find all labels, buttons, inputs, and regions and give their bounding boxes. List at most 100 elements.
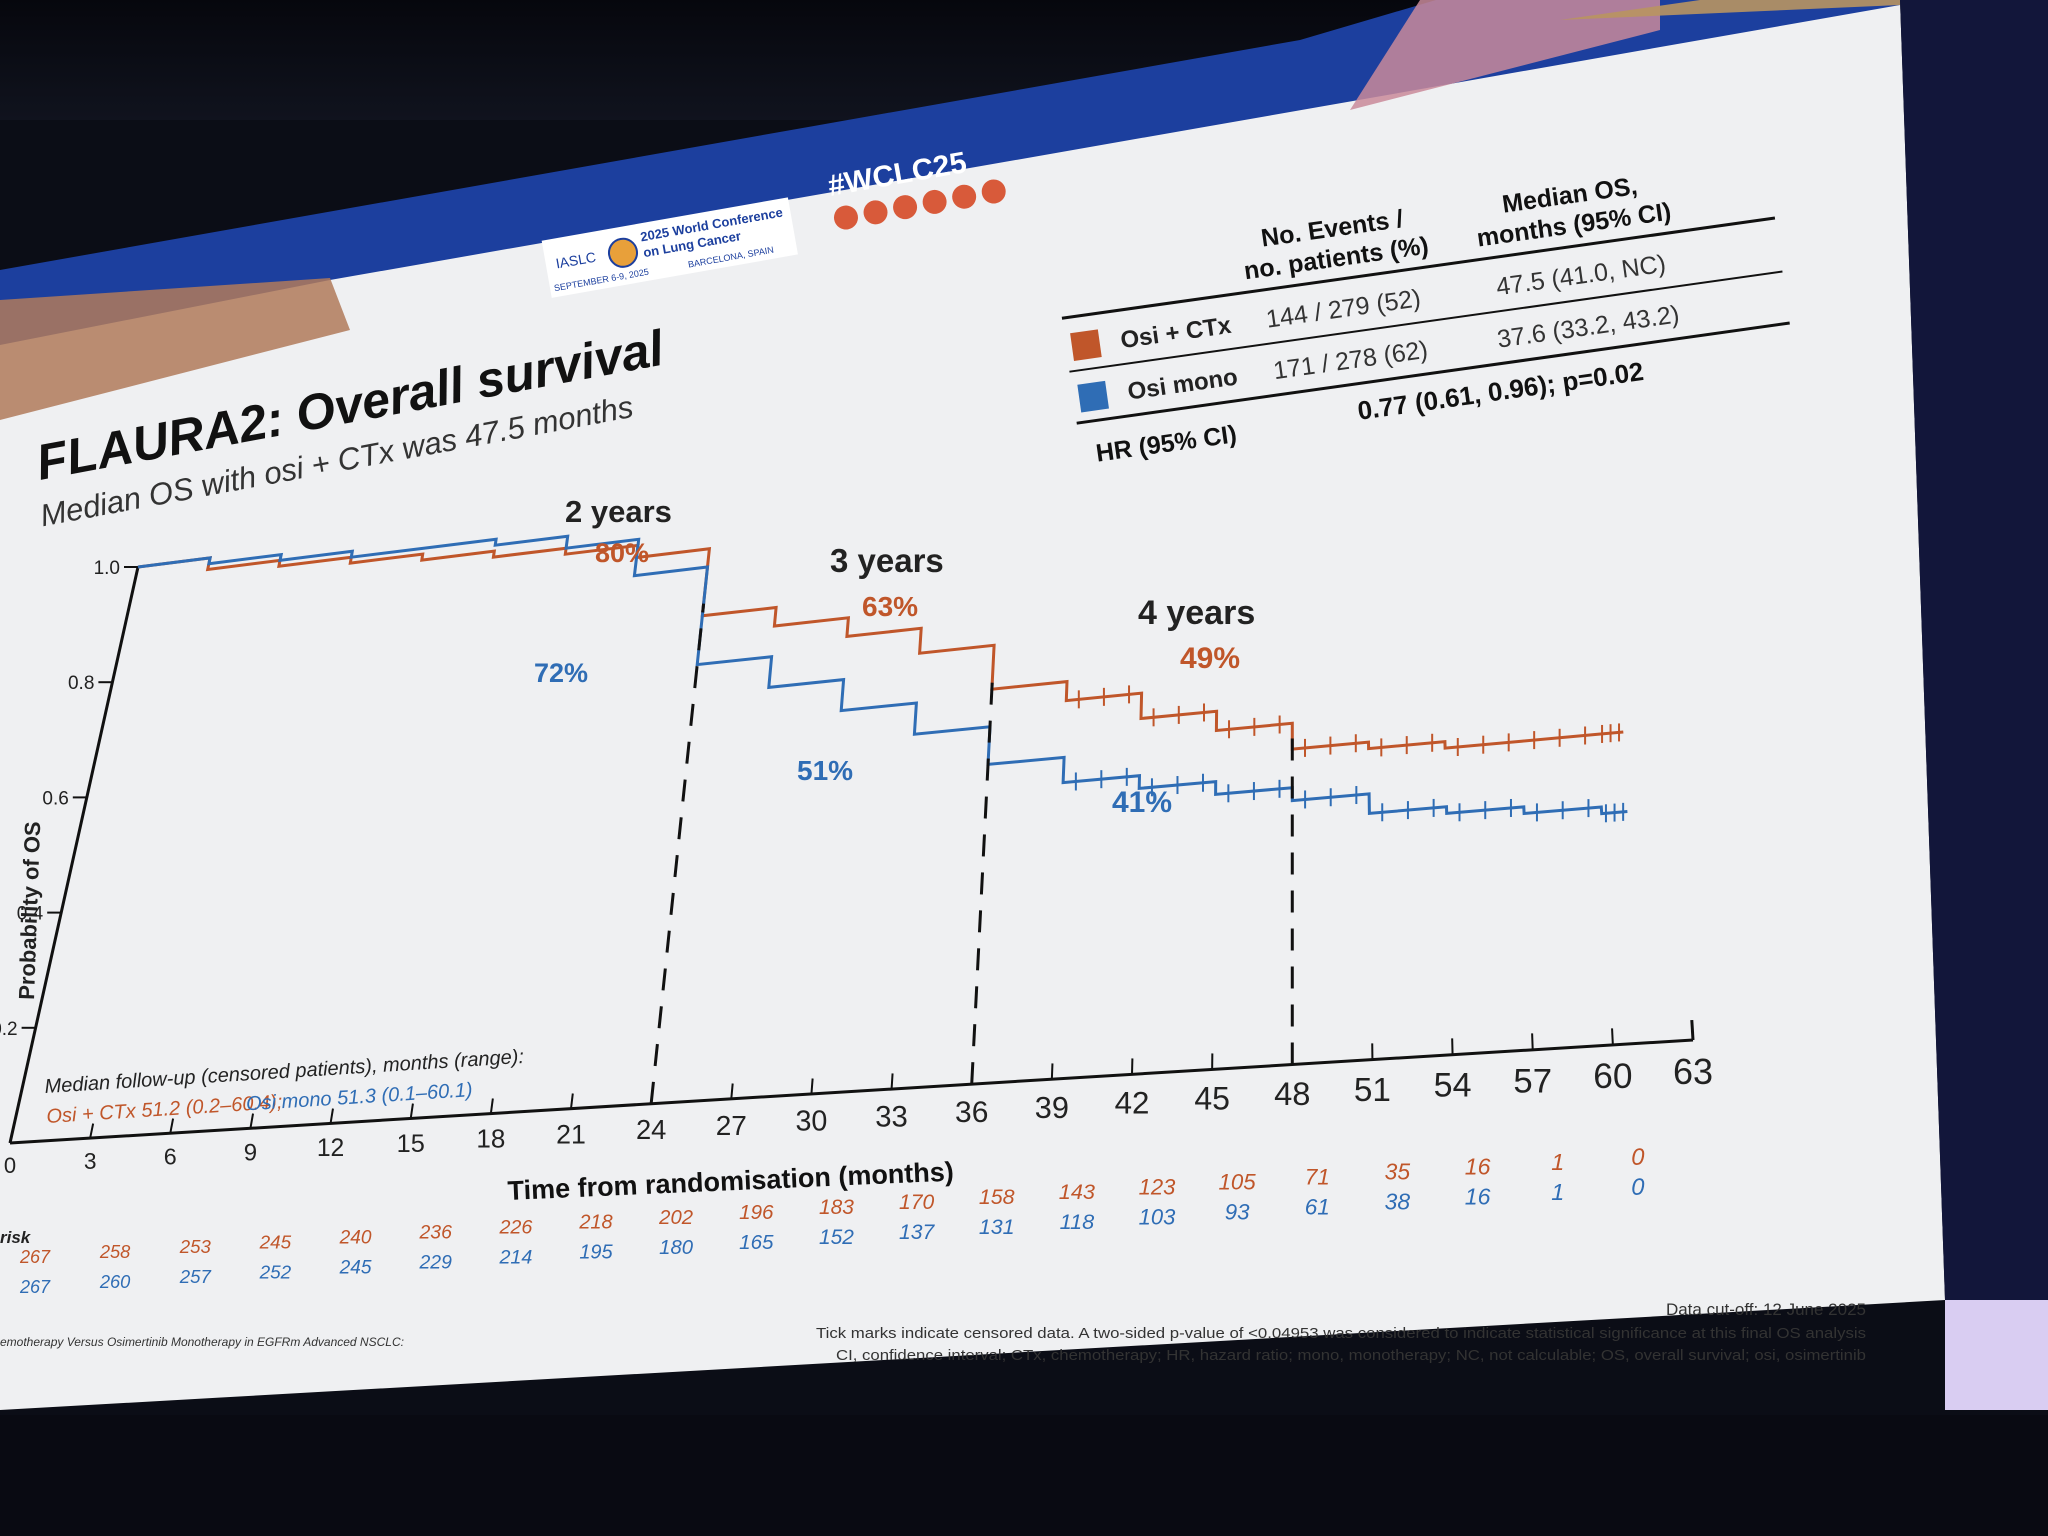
stage-light bbox=[1945, 1300, 2048, 1410]
at-risk-osi-mono: 229 bbox=[419, 1252, 453, 1274]
x-tick bbox=[570, 1093, 574, 1109]
y-tick-label: 0.6 bbox=[42, 788, 68, 809]
x-tick-label: 9 bbox=[244, 1139, 257, 1166]
x-tick bbox=[249, 1113, 255, 1129]
landmark-line-24 bbox=[649, 603, 706, 1104]
at-risk-osi-ctx: 158 bbox=[979, 1185, 1015, 1209]
at-risk-osi-mono: 16 bbox=[1465, 1184, 1491, 1210]
x-tick bbox=[1531, 1033, 1534, 1050]
x-tick-label: 21 bbox=[556, 1119, 586, 1149]
osi-ctx-legend-swatch bbox=[1070, 329, 1102, 361]
km-chart: 0 3 6 9 12 15 18 21 24 27 30 33 36 39 42 45 48 51 54 57 60 63… bbox=[0, 534, 1713, 1178]
at-risk-osi-mono: 195 bbox=[579, 1242, 613, 1264]
x-tick-label: 45 bbox=[1194, 1080, 1230, 1116]
at-risk-osi-mono: 61 bbox=[1305, 1195, 1330, 1220]
x-tick-label: 12 bbox=[317, 1135, 344, 1162]
at-risk-osi-mono: 38 bbox=[1385, 1189, 1411, 1215]
slide-surface bbox=[0, 0, 1945, 1410]
x-tick-label: 60 bbox=[1593, 1057, 1632, 1096]
at-risk-label: risk bbox=[0, 1228, 32, 1247]
at-risk-osi-mono: 118 bbox=[1060, 1209, 1095, 1234]
banner-photo-right bbox=[1350, 0, 1660, 110]
osi-mono-legend-swatch bbox=[1077, 380, 1109, 413]
x-tick-label: 3 bbox=[84, 1148, 97, 1174]
at-risk-osi-mono: 137 bbox=[899, 1221, 935, 1244]
at-risk-osi-ctx: 245 bbox=[259, 1232, 292, 1253]
at-risk-osi-mono: 267 bbox=[19, 1277, 51, 1297]
at-risk-osi-ctx: 196 bbox=[739, 1201, 774, 1224]
x-tick bbox=[169, 1118, 175, 1134]
data-cutoff: Data cut-off: 12 June 2025 bbox=[1666, 1300, 1866, 1319]
room-background-bottom bbox=[0, 1415, 2048, 1536]
x-tick-label: 51 bbox=[1354, 1072, 1391, 1109]
at-risk-osi-ctx: 226 bbox=[498, 1217, 532, 1239]
x-tick bbox=[730, 1083, 734, 1099]
at-risk-osi-mono: 152 bbox=[819, 1226, 854, 1249]
wechat-icon[interactable] bbox=[980, 178, 1008, 206]
x-tick-label: 27 bbox=[716, 1110, 747, 1141]
x-icon[interactable] bbox=[891, 193, 919, 221]
at-risk-osi-ctx: 253 bbox=[179, 1236, 212, 1257]
x-tick bbox=[9, 1128, 15, 1144]
y-tick-label: 0.4 bbox=[17, 904, 44, 925]
youtube-icon[interactable] bbox=[950, 183, 978, 211]
x-tick bbox=[409, 1103, 414, 1119]
label-2y-osi-ctx: 80% bbox=[595, 538, 649, 568]
at-risk-osi-ctx: 71 bbox=[1305, 1165, 1330, 1190]
at-risk-osi-ctx: 218 bbox=[578, 1212, 612, 1234]
x-tick-label: 18 bbox=[476, 1124, 505, 1154]
label-2-years: 2 years bbox=[565, 494, 672, 529]
y-tick-label: 0.8 bbox=[68, 673, 94, 694]
banner-photo-right2 bbox=[1560, 0, 1900, 20]
footnote-2: CI, confidence interval; CTx, chemothera… bbox=[836, 1347, 1866, 1364]
x-tick-label: 54 bbox=[1434, 1067, 1472, 1105]
x-tick-label: 57 bbox=[1513, 1062, 1552, 1100]
x-tick-label: 33 bbox=[875, 1100, 908, 1133]
y-tick-label: 0.2 bbox=[0, 1019, 18, 1040]
at-risk-osi-ctx: 35 bbox=[1385, 1159, 1411, 1185]
conference-logo: IASLC 2025 World Conference on Lung Canc… bbox=[541, 197, 798, 298]
y-axis-line bbox=[8, 566, 140, 1144]
table-rule-top bbox=[1061, 216, 1776, 320]
landmark-line-36 bbox=[970, 676, 995, 1085]
linkedin-icon[interactable] bbox=[862, 198, 890, 226]
x-tick bbox=[89, 1123, 95, 1139]
footnote-1: Tick marks indicate censored data. A two… bbox=[816, 1325, 1866, 1342]
label-3y-osi-mono: 51% bbox=[797, 755, 853, 786]
at-risk-osi-mono: 93 bbox=[1225, 1199, 1250, 1224]
at-risk-osi-ctx: 143 bbox=[1059, 1179, 1095, 1204]
x-tick bbox=[890, 1073, 894, 1090]
x-tick-label: 15 bbox=[397, 1130, 425, 1158]
at-risk-osi-mono: 180 bbox=[659, 1237, 694, 1259]
at-risk-osi-ctx: 170 bbox=[899, 1191, 934, 1214]
facebook-icon[interactable] bbox=[832, 204, 860, 232]
at-risk-osi-ctx: 236 bbox=[419, 1222, 453, 1244]
at-risk-osi-mono: 245 bbox=[339, 1257, 372, 1278]
x-tick-label: 24 bbox=[636, 1114, 666, 1145]
label-2y-osi-mono: 72% bbox=[534, 658, 588, 688]
at-risk-osi-ctx: 258 bbox=[99, 1241, 131, 1262]
x-tick bbox=[489, 1098, 494, 1114]
reference-text: emotherapy Versus Osimertinib Monotherap… bbox=[0, 1335, 404, 1349]
iaslc-label: IASLC bbox=[554, 249, 597, 272]
x-tick bbox=[329, 1108, 334, 1124]
label-3-years: 3 years bbox=[830, 542, 944, 579]
at-risk-osi-mono: 131 bbox=[979, 1215, 1015, 1239]
table-rule-bottom bbox=[1076, 321, 1790, 425]
at-risk-osi-mono: 1 bbox=[1551, 1179, 1564, 1205]
x-tick-label: 39 bbox=[1035, 1090, 1069, 1125]
instagram-icon[interactable] bbox=[921, 188, 949, 216]
x-axis-line bbox=[9, 1038, 1694, 1145]
label-4y-osi-ctx: 49% bbox=[1180, 642, 1240, 675]
x-tick-label: 36 bbox=[955, 1096, 988, 1129]
at-risk-osi-mono: 165 bbox=[739, 1231, 774, 1254]
label-3y-osi-ctx: 63% bbox=[862, 591, 918, 622]
osi-mono-curve bbox=[137, 534, 1628, 816]
x-tick-label: 42 bbox=[1115, 1086, 1150, 1121]
globe-icon bbox=[607, 237, 638, 268]
x-tick-label: 48 bbox=[1274, 1075, 1310, 1112]
label-4-years: 4 years bbox=[1138, 594, 1255, 632]
x-tick-label: 63 bbox=[1673, 1051, 1713, 1092]
at-risk-osi-ctx: 202 bbox=[658, 1207, 693, 1229]
at-risk-osi-ctx: 123 bbox=[1139, 1174, 1176, 1199]
